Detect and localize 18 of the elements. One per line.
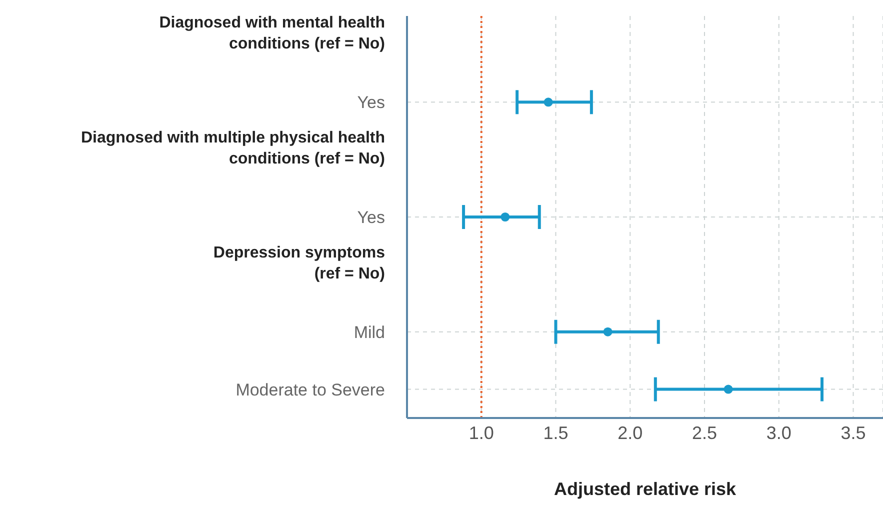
y-tick-label: Diagnosed with multiple physical health conditions (ref = No) (80, 130, 385, 168)
y-tick-label: Yes (357, 93, 385, 112)
y-tick-label: Diagnosed with mental health conditions (ref = No) (159, 14, 385, 53)
y-tick-label: Mild (354, 322, 385, 342)
x-axis-title: Adjusted relative risk (554, 479, 738, 499)
point (603, 327, 612, 336)
y-tick-label: Moderate to Severe (236, 380, 385, 400)
point (544, 98, 553, 107)
point (500, 212, 510, 222)
x-tick-label: 3.5 (840, 422, 866, 443)
x-tick-label: 3.0 (766, 422, 792, 443)
x-tick-label: 1.0 (468, 422, 494, 443)
point (724, 384, 733, 394)
x-tick-label: 1.5 (543, 422, 568, 443)
y-tick-label: Yes (357, 208, 385, 227)
x-tick-label: 2.0 (618, 422, 643, 443)
x-tick-label: 2.5 (692, 422, 718, 443)
y-tick-label: Depression symptoms (ref = No) (213, 244, 386, 282)
